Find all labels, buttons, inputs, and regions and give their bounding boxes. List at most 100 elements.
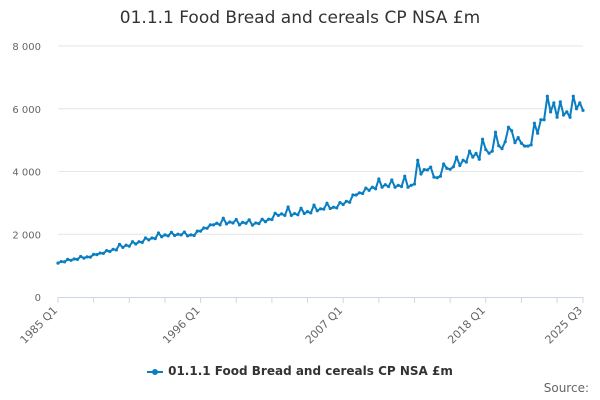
data-point xyxy=(354,193,358,197)
data-point xyxy=(108,249,112,254)
data-point xyxy=(448,167,452,171)
data-point xyxy=(192,233,196,238)
legend-line-marker-icon xyxy=(147,368,164,375)
data-point xyxy=(254,221,258,225)
data-point xyxy=(273,211,277,215)
data-point xyxy=(218,223,222,227)
legend[interactable]: 01.1.1 Food Bread and cereals CP NSA £m xyxy=(0,364,600,378)
data-point xyxy=(422,168,426,172)
data-point xyxy=(558,100,562,104)
data-point xyxy=(208,223,212,227)
data-point xyxy=(318,207,323,211)
data-point xyxy=(328,206,332,211)
data-point xyxy=(211,223,216,227)
data-point xyxy=(523,144,527,148)
data-point xyxy=(150,236,154,240)
data-point xyxy=(173,233,177,238)
data-point xyxy=(263,220,268,224)
data-point xyxy=(461,158,465,162)
data-point xyxy=(510,129,514,133)
data-point xyxy=(88,255,93,259)
legend-label: 01.1.1 Food Bread and cereals CP NSA £m xyxy=(168,364,453,378)
data-point xyxy=(561,113,566,117)
data-point xyxy=(373,187,378,191)
data-point xyxy=(221,216,225,220)
data-point xyxy=(244,221,248,225)
data-point xyxy=(574,107,579,111)
data-point xyxy=(66,257,70,261)
data-point xyxy=(348,200,352,204)
data-point xyxy=(169,230,174,234)
data-point xyxy=(438,174,443,178)
data-point xyxy=(455,155,459,159)
data-point xyxy=(471,155,475,159)
data-point xyxy=(160,235,164,239)
data-point xyxy=(425,168,430,172)
data-point xyxy=(565,110,569,114)
data-point xyxy=(182,230,186,234)
data-point xyxy=(536,131,540,135)
data-point xyxy=(406,185,410,189)
data-point xyxy=(127,244,131,248)
data-point xyxy=(458,163,462,168)
y-tick-label: 2 000 xyxy=(12,230,41,241)
data-point xyxy=(267,217,271,221)
data-point xyxy=(205,226,209,230)
data-point xyxy=(56,261,60,265)
data-point xyxy=(322,207,326,211)
data-point xyxy=(153,237,157,241)
data-point xyxy=(442,162,446,166)
data-point xyxy=(552,101,556,105)
data-point xyxy=(539,118,543,122)
data-point xyxy=(548,110,553,114)
data-point xyxy=(302,211,306,216)
data-point xyxy=(532,121,536,125)
data-point xyxy=(309,211,313,215)
data-point xyxy=(386,184,391,189)
y-tick-label: 4 000 xyxy=(12,168,41,179)
data-point xyxy=(247,218,251,222)
data-point xyxy=(351,193,355,197)
data-point xyxy=(163,233,167,237)
data-point xyxy=(140,240,144,245)
x-tick-label: 2025 Q3 xyxy=(543,304,586,347)
data-point xyxy=(257,221,261,226)
data-point xyxy=(202,226,206,230)
data-point xyxy=(130,240,135,244)
data-point xyxy=(467,149,472,153)
data-point xyxy=(117,242,122,246)
data-point xyxy=(98,251,102,255)
data-point xyxy=(429,165,433,169)
data-point xyxy=(179,233,183,237)
data-point xyxy=(493,130,498,134)
data-point xyxy=(364,186,368,190)
data-point xyxy=(85,255,89,259)
data-point xyxy=(341,202,345,207)
data-point xyxy=(513,141,517,145)
data-point xyxy=(195,229,199,233)
y-tick-label: 6 000 xyxy=(12,105,41,116)
data-point xyxy=(283,213,287,218)
data-point xyxy=(545,94,549,98)
data-point xyxy=(250,223,255,227)
data-point xyxy=(286,205,290,209)
data-point xyxy=(464,160,468,164)
data-point xyxy=(75,257,80,261)
data-point xyxy=(147,238,151,242)
data-point xyxy=(241,220,245,224)
data-point xyxy=(390,178,394,182)
data-point xyxy=(542,118,546,122)
data-point xyxy=(370,185,374,189)
data-point xyxy=(503,140,507,144)
data-point xyxy=(416,158,420,162)
data-point xyxy=(101,251,105,255)
data-point xyxy=(568,115,572,119)
data-point xyxy=(79,254,83,259)
data-point xyxy=(296,213,300,217)
data-point xyxy=(367,188,371,192)
data-point xyxy=(280,212,284,216)
data-point xyxy=(198,229,203,233)
data-point xyxy=(331,205,336,209)
data-point xyxy=(234,217,238,222)
data-point xyxy=(215,221,219,225)
